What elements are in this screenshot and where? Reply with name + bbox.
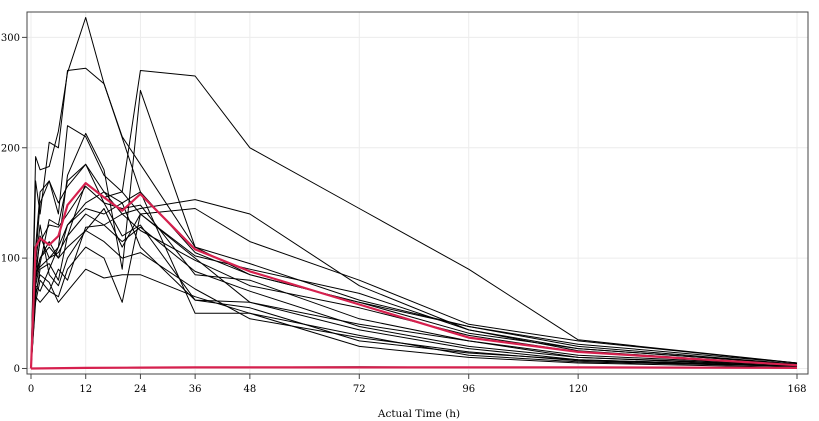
series-line-subject-6	[30, 182, 798, 369]
series-line-subject-8	[30, 208, 798, 369]
subject-lines	[30, 17, 798, 369]
x-tick-label: 72	[353, 384, 366, 395]
series-line-subject-3	[30, 70, 798, 369]
y-axis-ticks: 0 100 200 300	[1, 33, 27, 375]
series-line-mean-placebo	[30, 366, 798, 370]
series-line-subject-10	[30, 202, 798, 369]
series-line-subject-11	[30, 213, 798, 369]
series-line-subject-13	[30, 185, 798, 369]
series-line-subject-16	[30, 213, 798, 369]
x-tick-label: 96	[462, 384, 475, 395]
x-tick-label: 168	[787, 384, 806, 395]
y-tick-label: 300	[1, 33, 20, 44]
x-axis-ticks: 0 12 24 36 48 72 96 120 168	[28, 374, 807, 395]
y-tick-label: 0	[14, 364, 20, 375]
x-tick-label: 0	[28, 384, 34, 395]
x-tick-label: 48	[243, 384, 256, 395]
series-line-subject-12	[30, 268, 798, 369]
series-line-subject-14	[30, 163, 798, 369]
series-line-subject-15	[30, 230, 798, 369]
x-tick-label: 36	[189, 384, 202, 395]
x-tick-label: 24	[134, 384, 147, 395]
x-axis-title: Actual Time (h)	[377, 408, 460, 420]
y-tick-label: 100	[1, 254, 20, 265]
mean-lines	[29, 182, 798, 370]
plot-frame	[26, 11, 809, 375]
series-line-mean-active	[29, 182, 798, 369]
y-tick-label: 200	[1, 143, 20, 154]
x-tick-label: 120	[569, 384, 588, 395]
series-line-subject-2	[30, 67, 798, 369]
x-tick-label: 12	[79, 384, 92, 395]
